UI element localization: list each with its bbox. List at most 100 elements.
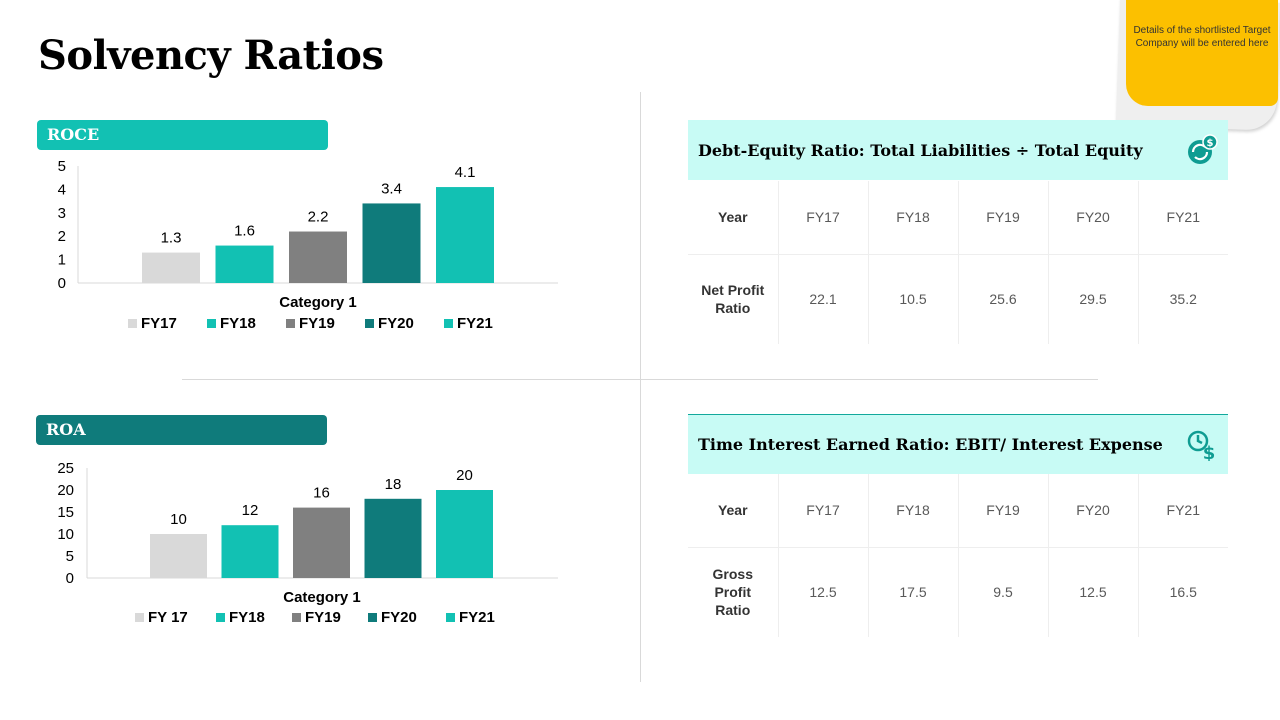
bar-fy20: [362, 203, 421, 283]
bar-fy19: [289, 231, 347, 283]
bar-fy17: [150, 534, 207, 578]
debt-equity-table: Year FY17 FY18 FY19 FY20 FY21 Net Profit…: [688, 181, 1228, 344]
legend-swatch: [135, 613, 144, 622]
legend-label: FY18: [220, 315, 256, 332]
data-label: 18: [385, 476, 402, 493]
table-cell: 29.5: [1048, 254, 1139, 344]
legend-label: FY19: [299, 315, 335, 332]
legend-label: FY17: [141, 315, 177, 332]
legend-swatch: [216, 613, 225, 622]
sticky-note-text: Details of the shortlisted Target Compan…: [1133, 25, 1271, 49]
table-cell: 12.5: [1048, 547, 1139, 637]
roa-chart-title: ROA: [36, 415, 327, 445]
bar-fy19: [293, 507, 350, 578]
legend-label: FY21: [457, 315, 493, 332]
svg-text:$: $: [1207, 138, 1214, 149]
gross-profit-ratio-label: Gross Profit Ratio: [688, 547, 779, 637]
table-cell: FY18: [868, 181, 959, 255]
roce-chart: 0 1 2 3 4 5 1.3 1.6 2.2 3.4 4.1 Category 1 FY17 FY18 F…: [58, 158, 558, 332]
table-cell: 25.6: [958, 254, 1049, 344]
legend-swatch: [292, 613, 301, 622]
gross-profit-ratio-text: Gross Profit Ratio: [712, 566, 753, 619]
table-row: Year FY17 FY18 FY19 FY20 FY21: [688, 181, 1228, 255]
legend-label: FY20: [378, 315, 414, 332]
y-tick-label: 3: [58, 205, 66, 222]
data-label: 4.1: [455, 164, 476, 181]
table-cell: FY18: [868, 474, 959, 548]
svg-text:$: $: [1203, 443, 1216, 461]
table-cell: 10.5: [868, 254, 959, 344]
data-label: 12: [242, 502, 259, 519]
legend-swatch: [368, 613, 377, 622]
roce-chart-title: ROCE: [37, 120, 328, 150]
interest-earned-table: Year FY17 FY18 FY19 FY20 FY21 Gross Prof…: [688, 474, 1228, 637]
y-tick-label: 0: [66, 570, 74, 587]
interest-earned-header: Time Interest Earned Ratio: EBIT/ Intere…: [688, 414, 1228, 474]
data-label: 20: [456, 467, 473, 484]
legend-swatch: [286, 319, 295, 328]
data-label: 16: [313, 485, 330, 502]
debt-equity-title: Debt-Equity Ratio: Total Liabilities ÷ T…: [698, 140, 1143, 160]
money-cycle-icon: $: [1188, 134, 1218, 164]
table-cell: 17.5: [868, 547, 959, 637]
y-tick-label: 20: [57, 482, 74, 499]
table-cell: FY21: [1138, 474, 1228, 548]
y-tick-label: 5: [58, 158, 66, 175]
bar-fy18: [221, 525, 279, 578]
y-tick-label: 25: [57, 460, 74, 477]
table-cell: FY21: [1138, 181, 1228, 255]
y-tick-label: 2: [58, 228, 66, 245]
legend-label: FY18: [229, 609, 265, 626]
table-cell: 12.5: [778, 547, 869, 637]
data-label: 10: [170, 511, 187, 528]
table-cell: FY19: [958, 474, 1049, 548]
table-cell: 22.1: [778, 254, 869, 344]
data-label: 3.4: [381, 180, 402, 197]
legend-label: FY 17: [148, 609, 188, 626]
net-profit-ratio-label: Net Profit Ratio: [688, 254, 779, 344]
legend-swatch: [444, 319, 453, 328]
y-tick-label: 10: [57, 526, 74, 543]
table-cell: 9.5: [958, 547, 1049, 637]
table-row: Gross Profit Ratio 12.5 17.5 9.5 12.5 16…: [688, 547, 1228, 637]
y-tick-label: 1: [58, 252, 66, 269]
table-row: Year FY17 FY18 FY19 FY20 FY21: [688, 474, 1228, 548]
vertical-divider: [640, 92, 641, 682]
bar-fy21: [436, 490, 493, 578]
table-cell: 35.2: [1169, 291, 1197, 308]
data-label: 1.6: [234, 223, 255, 240]
debt-equity-header: Debt-Equity Ratio: Total Liabilities ÷ T…: [688, 120, 1228, 180]
legend-swatch: [207, 319, 216, 328]
bar-fy17: [142, 252, 200, 283]
y-tick-label: 0: [58, 275, 66, 292]
bar-fy21: [436, 187, 494, 283]
y-tick-label: 15: [57, 504, 74, 521]
legend-label: FY21: [459, 609, 495, 626]
legend-swatch: [446, 613, 455, 622]
horizontal-divider: [182, 379, 1098, 380]
bar-fy20: [364, 498, 422, 578]
category-label: Category 1: [279, 294, 357, 311]
data-label: 2.2: [308, 209, 329, 226]
table-cell: FY20: [1048, 474, 1139, 548]
time-money-icon: $: [1187, 430, 1216, 461]
data-label: 1.3: [161, 230, 182, 247]
roa-chart: 0 5 10 15 20 25 10 12 16 18 20 Category 1 FY 17 FY18 F…: [57, 460, 558, 626]
legend-label: FY19: [305, 609, 341, 626]
sticky-note-paper: [1126, 0, 1278, 106]
table-cell: FY17: [778, 181, 869, 255]
interest-earned-title: Time Interest Earned Ratio: EBIT/ Intere…: [698, 435, 1163, 454]
sticky-note: Details of the shortlisted Target Compan…: [1112, 0, 1280, 132]
y-tick-label: 4: [58, 181, 66, 198]
year-label: Year: [688, 181, 779, 255]
category-label: Category 1: [283, 589, 361, 606]
page-title: Solvency Ratios: [38, 32, 384, 79]
table-cell: FY17: [778, 474, 869, 548]
table-row: Net Profit Ratio 22.1 10.5 25.6 29.5 35.…: [688, 254, 1228, 344]
table-cell: FY20: [1048, 181, 1139, 255]
legend-label: FY20: [381, 609, 417, 626]
legend-swatch: [128, 319, 137, 328]
y-tick-label: 5: [66, 548, 74, 565]
year-label: Year: [688, 474, 779, 548]
table-cell: FY19: [958, 181, 1049, 255]
